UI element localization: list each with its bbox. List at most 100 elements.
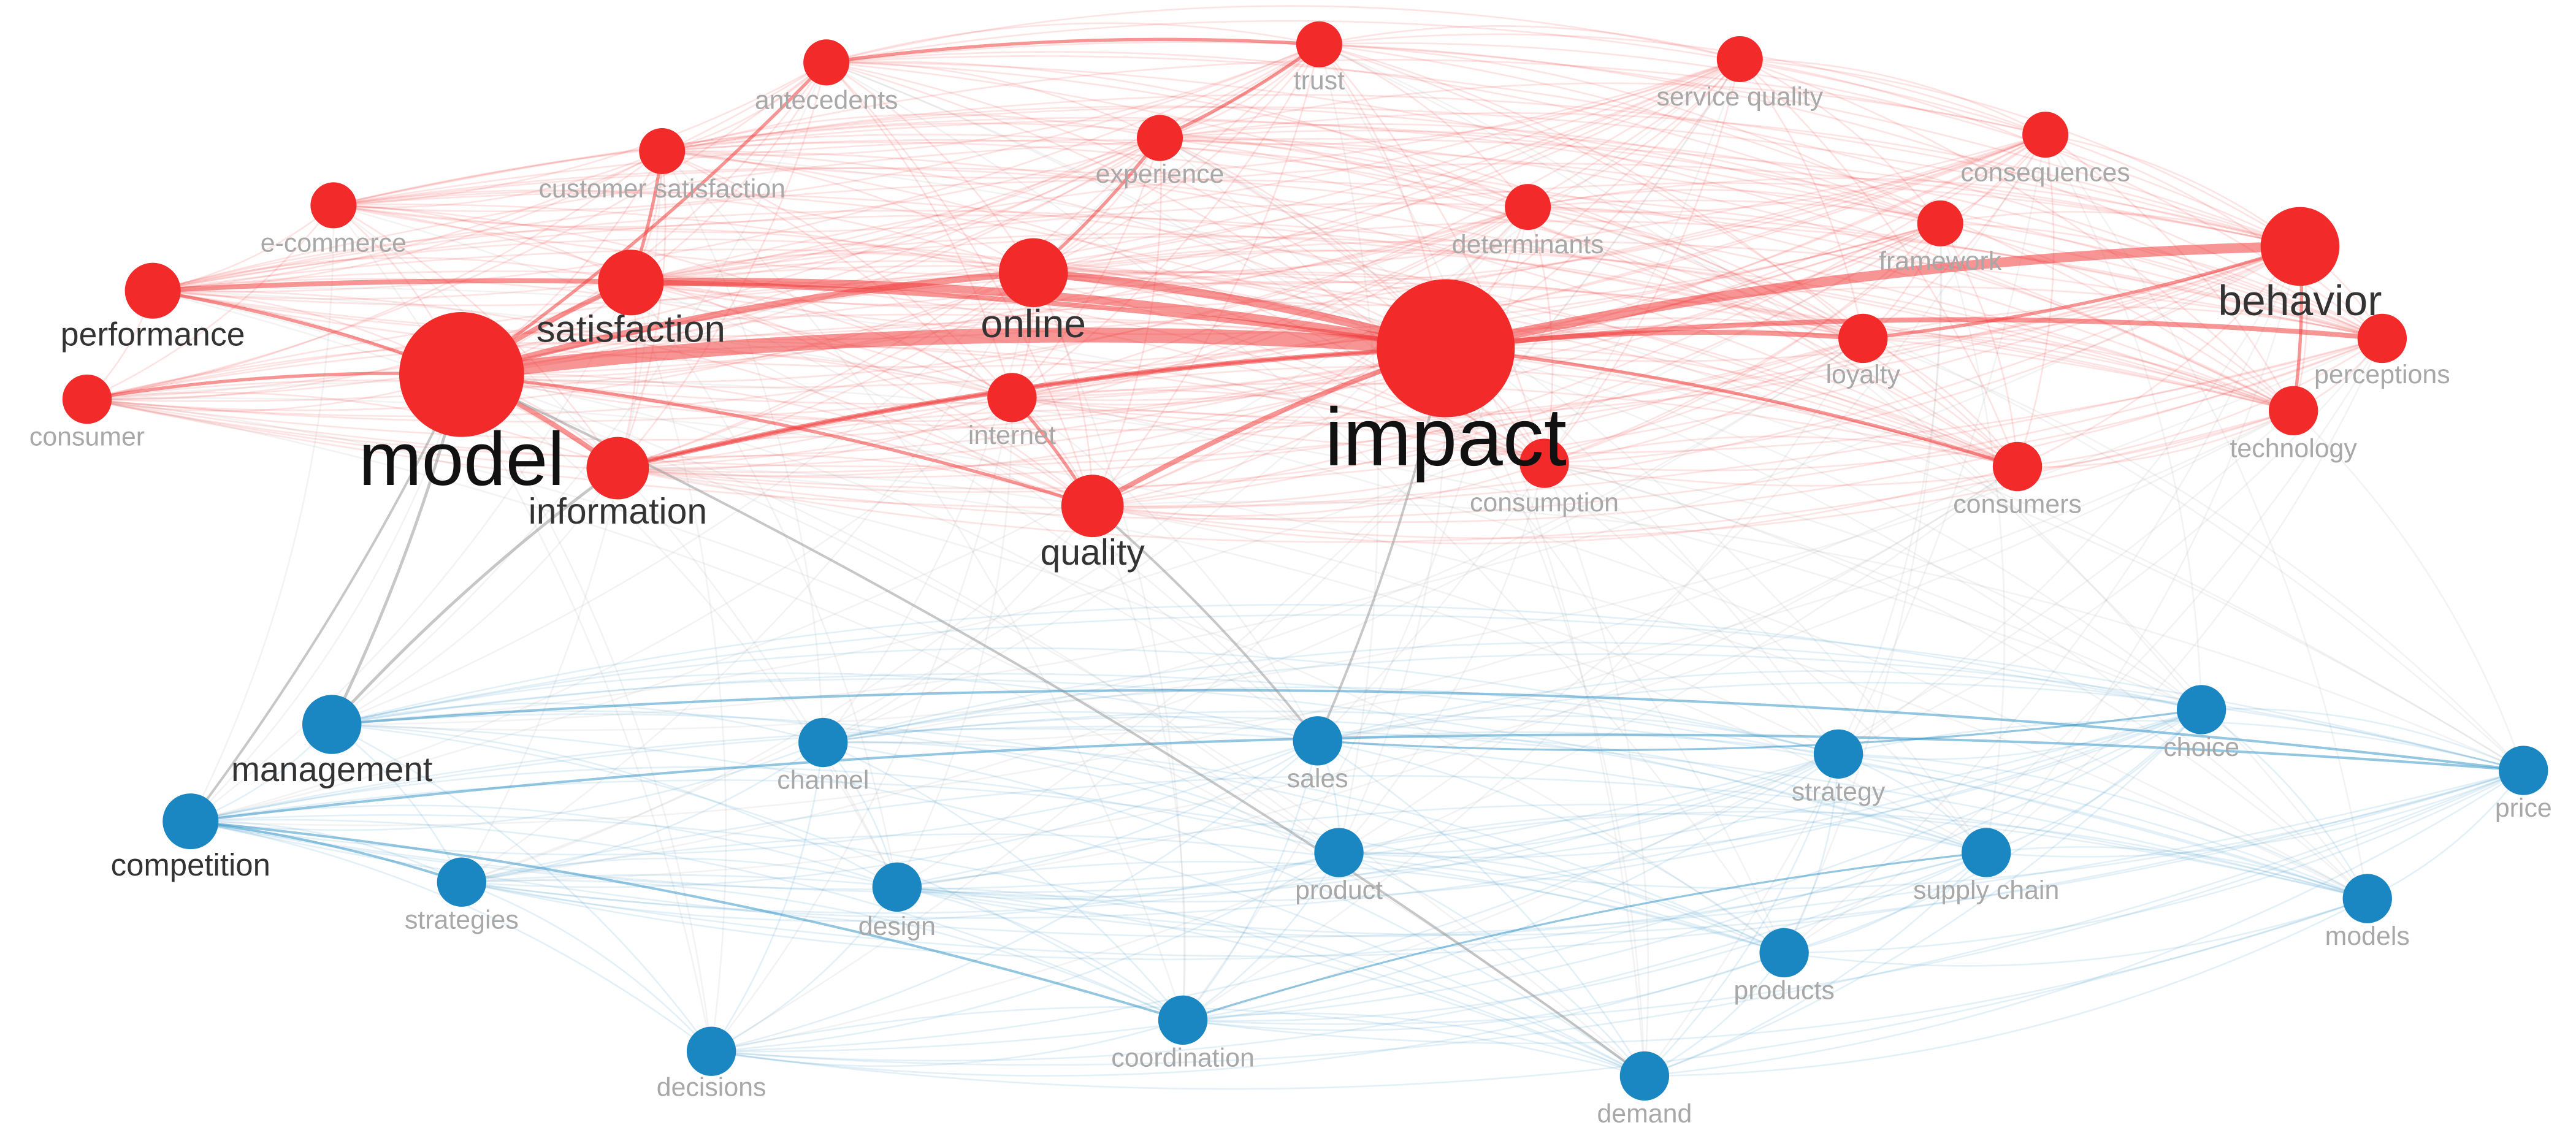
edge	[1339, 852, 1785, 954]
node-label: impact	[1324, 392, 1567, 483]
edge	[896, 803, 2368, 899]
edge	[1318, 44, 2368, 899]
edge	[2045, 134, 2383, 339]
edge	[1182, 898, 2368, 1045]
node	[598, 250, 664, 316]
node-label: internet	[968, 421, 1056, 450]
edge	[1159, 137, 1987, 853]
edge	[461, 373, 898, 888]
edge	[2016, 134, 2055, 467]
edge	[333, 61, 827, 207]
edge	[1182, 852, 1340, 1021]
edge	[896, 58, 1741, 888]
edge	[1182, 753, 1839, 1021]
edge	[1012, 245, 2301, 419]
edge	[190, 465, 2018, 826]
edge	[662, 44, 1320, 156]
edge	[1011, 44, 1320, 399]
edge	[1091, 505, 1186, 1020]
edge	[1739, 58, 2295, 411]
node-label: e-commerce	[261, 229, 407, 258]
edge	[630, 265, 2018, 468]
edge	[461, 879, 1183, 1021]
edge	[1783, 223, 1942, 953]
edge	[331, 467, 619, 726]
edge	[332, 673, 2368, 899]
edge	[711, 952, 1785, 1077]
edge	[1092, 337, 2383, 524]
node-label: antecedents	[755, 85, 898, 115]
edge	[190, 728, 1987, 853]
edge	[710, 742, 824, 1052]
edge	[1092, 500, 2524, 771]
edge	[2367, 769, 2524, 899]
edge	[152, 227, 1034, 292]
edge	[826, 37, 1320, 64]
node	[803, 39, 850, 86]
node	[872, 862, 922, 912]
edge	[711, 887, 898, 1052]
edge	[711, 465, 2018, 1053]
edge	[189, 374, 463, 822]
edge	[1783, 246, 2301, 953]
edge	[1319, 42, 2301, 248]
edge	[1784, 769, 2524, 954]
edge	[1838, 753, 2368, 899]
edge	[617, 467, 1785, 954]
edge	[1182, 338, 1864, 1021]
edge	[461, 62, 827, 376]
edge	[1339, 811, 2368, 899]
edge	[825, 61, 1785, 953]
edge	[1033, 272, 2524, 771]
edge	[661, 150, 1184, 1021]
edge	[332, 337, 2383, 731]
edge	[1160, 82, 2046, 139]
node	[2260, 207, 2340, 286]
edge	[1160, 137, 2294, 412]
edge	[1318, 44, 1545, 464]
edge	[630, 62, 827, 283]
edge	[152, 138, 2301, 292]
edge	[86, 347, 1447, 459]
edge	[1445, 223, 1941, 349]
edge	[826, 61, 2294, 412]
node	[987, 373, 1037, 422]
edge	[333, 204, 1545, 464]
edge	[189, 205, 335, 822]
node-label: coordination	[1111, 1043, 1255, 1072]
edge	[826, 51, 1941, 224]
edge	[617, 467, 1987, 853]
edge	[461, 373, 1646, 1077]
edge	[332, 713, 1785, 954]
edge	[190, 820, 1183, 1021]
edge	[826, 41, 2301, 248]
edge	[189, 282, 632, 822]
edge	[461, 327, 1447, 382]
edge	[1159, 137, 1840, 755]
edge	[1783, 754, 1840, 953]
edge	[461, 373, 1318, 742]
edge	[1543, 59, 1741, 464]
edge	[333, 204, 1013, 399]
edge	[1644, 769, 2524, 1077]
edge	[190, 779, 1785, 954]
edge	[896, 740, 1318, 888]
edge	[1318, 44, 1529, 208]
node-label: model	[359, 417, 565, 502]
edge	[461, 753, 1839, 914]
edge	[461, 269, 1034, 378]
edge	[333, 167, 1863, 340]
node	[1137, 115, 1183, 161]
edge	[1527, 206, 1863, 340]
edge	[896, 769, 2524, 936]
edge	[1182, 769, 2524, 1025]
edge	[461, 833, 1785, 954]
edge	[662, 94, 2301, 248]
node-label: experience	[1096, 159, 1225, 189]
edge	[1159, 43, 1320, 140]
edge	[617, 337, 2383, 520]
edge	[896, 886, 1183, 1021]
edge	[711, 1019, 1183, 1067]
edge	[1544, 337, 1863, 464]
node	[1992, 441, 2043, 492]
